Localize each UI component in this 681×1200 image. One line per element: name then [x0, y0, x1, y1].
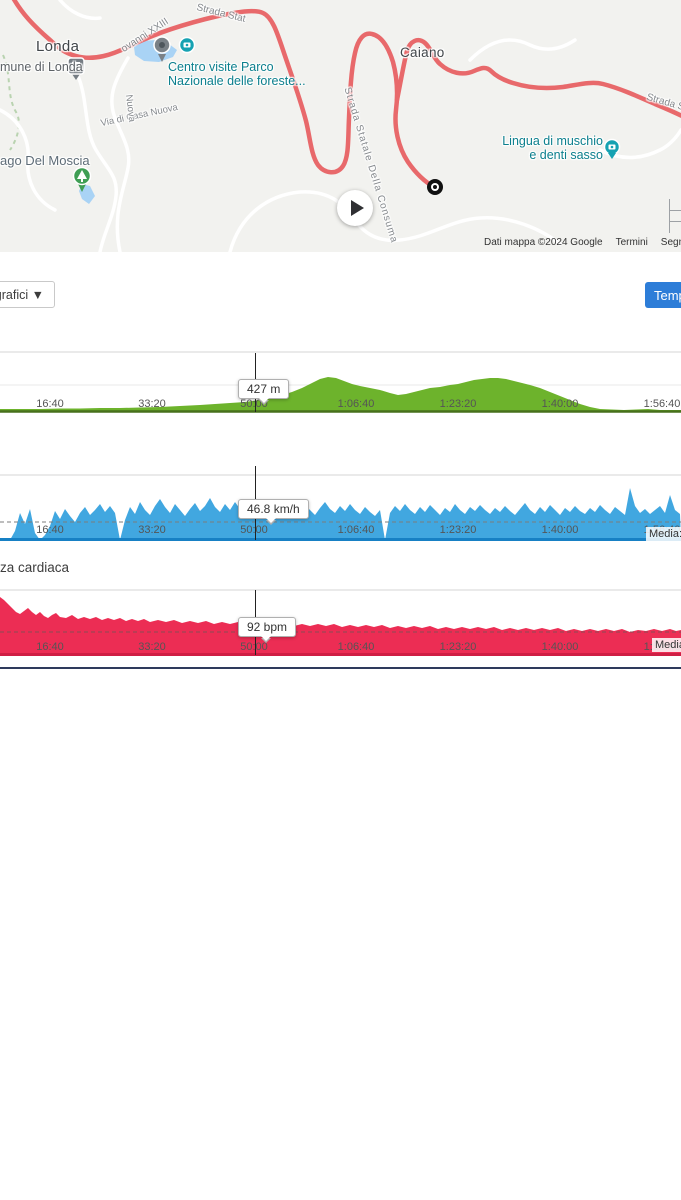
map-scale-control [669, 199, 681, 233]
axis-tick-label: 50:00 [240, 641, 268, 653]
route-end-marker [427, 179, 443, 195]
axis-tick-label: 1:23:20 [439, 524, 477, 536]
camera-poi-icon[interactable] [603, 138, 621, 160]
speed-x-axis: 16:4033:2050:001:06:401:23:201:40:001:56… [0, 524, 681, 537]
heart-rate-area [0, 597, 681, 655]
axis-tick-label: 1:40:00 [541, 524, 579, 536]
heart-rate-media-label: Media [652, 638, 681, 652]
axis-tick-label: 16:40 [36, 398, 64, 410]
lake-label-moscia: ago Del Moscia [0, 153, 90, 168]
axis-tick-label: 33:20 [138, 524, 166, 536]
route-map[interactable]: Londa Caiano mune di Londa Centro visite… [0, 0, 681, 252]
axis-tick-label: 1:06:40 [337, 641, 375, 653]
axis-tick-label: 1:06:40 [337, 398, 375, 410]
map-canvas [0, 0, 681, 252]
park-boundary [2, 54, 20, 151]
report-link[interactable]: Segnala un [660, 237, 681, 248]
gray-pin-icon [153, 36, 171, 62]
axis-tick-label: 1:56:40 [643, 398, 681, 410]
elevation-tooltip: 427 m [238, 379, 290, 405]
heart-rate-x-axis: 16:4033:2050:001:06:401:23:201:40:001:56… [0, 641, 681, 654]
play-button[interactable] [337, 190, 373, 226]
axis-tick-label: 1:40:00 [541, 398, 579, 410]
building-marker-icon [67, 57, 85, 80]
heart-rate-tooltip: 92 bpm [238, 617, 297, 643]
elevation-x-axis: 16:40 33:20 50:00 1:06:40 1:23:20 1:40:00 1:56… [0, 398, 681, 411]
section-divider [0, 667, 681, 669]
axis-tick-label: 1:23:20 [439, 641, 477, 653]
elevation-area [0, 377, 681, 412]
axis-tick-label: 50:00 [240, 524, 268, 536]
attribution-text: Dati mappa ©2024 Google [484, 237, 603, 248]
axis-tick-label: 1:23:20 [439, 398, 477, 410]
town-label-londa: Londa [36, 38, 80, 55]
elevation-chart[interactable] [0, 345, 681, 417]
axis-tick-label: 33:20 [138, 398, 166, 410]
town-label-caiano: Caiano [400, 45, 445, 60]
activity-route-line [11, 0, 681, 190]
poi-label-lingua[interactable]: Lingua di muschio e denti sasso [502, 134, 603, 163]
terms-link[interactable]: Termini [615, 237, 648, 248]
axis-tick-label: 33:20 [138, 641, 166, 653]
map-attribution: Dati mappa ©2024 Google Termini Segnala un [484, 237, 681, 248]
heart-rate-chart[interactable] [0, 585, 681, 658]
tempo-toggle-button[interactable]: Tempo [645, 282, 681, 308]
axis-tick-label: 16:40 [36, 641, 64, 653]
comune-label: mune di Londa [0, 60, 83, 74]
speed-chart[interactable] [0, 465, 681, 543]
speed-area [0, 488, 681, 540]
background-roads [0, 0, 681, 252]
heart-rate-title: za cardiaca [0, 560, 70, 575]
poi-label-centro-visite[interactable]: Centro visite Parco Nazionale delle fore… [168, 60, 306, 89]
axis-tick-label: 1:40:00 [541, 641, 579, 653]
speed-tooltip: 46.8 km/h [238, 499, 309, 525]
tree-pin-icon[interactable] [72, 166, 92, 193]
axis-tick-label: 16:40 [36, 524, 64, 536]
axis-tick-label: 1:06:40 [337, 524, 375, 536]
play-icon [350, 200, 364, 216]
speed-media-label: Media: [646, 527, 681, 541]
camera-poi-icon[interactable] [178, 36, 196, 54]
